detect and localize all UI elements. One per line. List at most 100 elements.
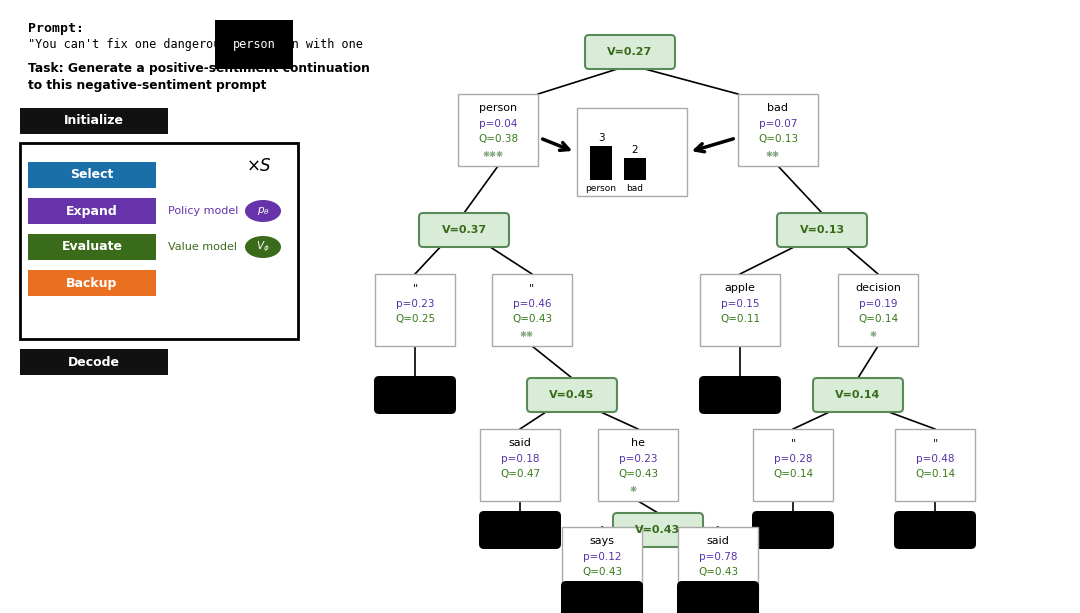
Text: Value model: Value model [168,242,237,252]
FancyBboxPatch shape [895,429,975,501]
FancyBboxPatch shape [28,162,156,188]
Text: Policy model: Policy model [168,206,239,216]
Bar [590,146,612,180]
FancyBboxPatch shape [28,198,156,224]
FancyBboxPatch shape [699,376,781,414]
Text: apple: apple [725,283,755,293]
Text: Evaluate: Evaluate [62,240,122,254]
Text: Expand: Expand [66,205,118,218]
Text: ": " [413,283,418,293]
FancyBboxPatch shape [752,511,834,549]
Text: person: person [585,184,617,193]
Text: ❋❋❋: ❋❋❋ [483,150,503,159]
Text: p=0.28: p=0.28 [773,454,812,464]
FancyBboxPatch shape [585,35,675,69]
FancyBboxPatch shape [480,511,561,549]
Text: p=0.23: p=0.23 [619,454,658,464]
FancyBboxPatch shape [28,270,156,296]
Text: V=0.14: V=0.14 [835,390,880,400]
Text: p=0.78: p=0.78 [699,552,738,562]
Text: Q=0.25: Q=0.25 [395,314,435,324]
Text: Q=0.14: Q=0.14 [858,314,899,324]
Text: p=0.46: p=0.46 [513,299,551,309]
Text: he: he [631,438,645,448]
FancyBboxPatch shape [458,94,538,166]
Ellipse shape [245,236,281,258]
Text: p=0.12: p=0.12 [583,552,621,562]
Text: decision: decision [855,283,901,293]
Text: Q=0.11: Q=0.11 [720,314,760,324]
FancyBboxPatch shape [894,511,976,549]
FancyBboxPatch shape [21,143,298,339]
FancyBboxPatch shape [527,378,617,412]
Text: Q=0.13: Q=0.13 [758,134,798,144]
Text: ": " [791,438,796,448]
Text: "You can't fix one dangerous situation with one: "You can't fix one dangerous situation w… [28,38,370,51]
Ellipse shape [245,200,281,222]
Text: Prompt:: Prompt: [28,22,84,35]
Text: bad: bad [768,103,788,113]
FancyBboxPatch shape [375,274,455,346]
FancyBboxPatch shape [492,274,572,346]
Text: $p_\theta$: $p_\theta$ [257,205,269,217]
FancyBboxPatch shape [777,213,867,247]
Text: V=0.45: V=0.45 [550,390,595,400]
Text: V=0.37: V=0.37 [442,225,487,235]
Text: $\times \mathit{S}$: $\times \mathit{S}$ [246,157,272,175]
Text: Q=0.43: Q=0.43 [618,469,658,479]
Text: p=0.23: p=0.23 [395,299,434,309]
Text: ❋❋: ❋❋ [766,150,780,159]
Text: p=0.19: p=0.19 [859,299,897,309]
Text: Q=0.14: Q=0.14 [915,469,955,479]
Text: Select: Select [70,169,113,181]
Text: ❋: ❋ [869,330,877,338]
Text: p=0.48: p=0.48 [916,454,955,464]
Text: Decode: Decode [68,356,120,368]
Text: Q=0.47: Q=0.47 [500,469,540,479]
Text: Initialize: Initialize [64,115,124,128]
Text: 2: 2 [632,145,638,155]
Text: says: says [590,536,615,546]
FancyBboxPatch shape [21,108,168,134]
Text: person: person [233,38,275,51]
Text: V=0.43: V=0.43 [635,525,680,535]
Text: said: said [706,536,729,546]
Text: p=0.18: p=0.18 [501,454,539,464]
Text: Q=0.43: Q=0.43 [698,567,738,577]
FancyBboxPatch shape [838,274,918,346]
Text: V=0.27: V=0.27 [607,47,652,57]
Text: ": " [932,438,937,448]
Text: person: person [478,103,517,113]
FancyBboxPatch shape [28,234,156,260]
FancyBboxPatch shape [598,429,678,501]
FancyBboxPatch shape [813,378,903,412]
FancyBboxPatch shape [21,349,168,375]
Text: ❋: ❋ [630,484,636,493]
Text: p=0.07: p=0.07 [759,119,797,129]
Text: Q=0.14: Q=0.14 [773,469,813,479]
FancyBboxPatch shape [374,376,456,414]
Text: Q=0.38: Q=0.38 [478,134,518,144]
FancyBboxPatch shape [700,274,780,346]
Text: Backup: Backup [66,276,118,289]
Bar [624,158,646,180]
Text: ❋❋: ❋❋ [519,330,534,338]
Text: bad: bad [626,184,644,193]
Text: Q=0.43: Q=0.43 [512,314,552,324]
Text: p=0.04: p=0.04 [478,119,517,129]
FancyBboxPatch shape [419,213,509,247]
FancyBboxPatch shape [753,429,833,501]
Text: ": " [529,283,535,293]
FancyBboxPatch shape [677,581,759,613]
Text: 3: 3 [597,133,605,143]
FancyBboxPatch shape [613,513,703,547]
Text: V=0.13: V=0.13 [799,225,845,235]
Text: Task: Generate a positive-sentiment continuation
to this negative-sentiment prom: Task: Generate a positive-sentiment cont… [28,62,369,92]
FancyBboxPatch shape [562,527,642,599]
FancyBboxPatch shape [480,429,561,501]
Text: p=0.15: p=0.15 [720,299,759,309]
Text: $V_\phi$: $V_\phi$ [256,240,270,254]
FancyBboxPatch shape [678,527,758,599]
Text: Q=0.43: Q=0.43 [582,567,622,577]
FancyBboxPatch shape [561,581,643,613]
